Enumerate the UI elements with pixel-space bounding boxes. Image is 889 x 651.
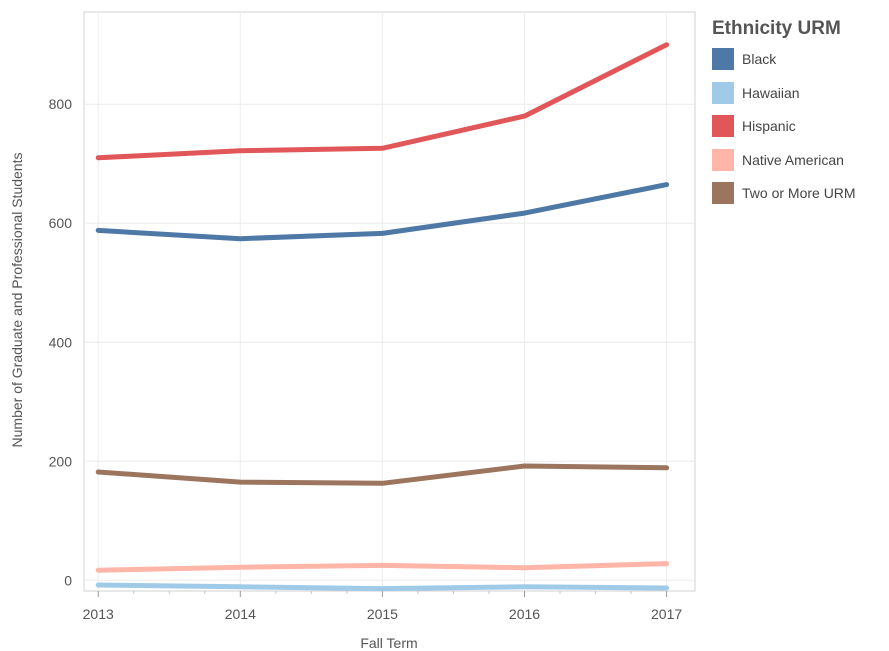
legend-item-two-or-more-urm: Two or More URM xyxy=(712,182,888,204)
y-axis-title: Number of Graduate and Professional Stud… xyxy=(9,153,25,448)
legend-label: Two or More URM xyxy=(742,185,856,201)
y-axis-tick-labels: 0 200 400 600 800 xyxy=(49,96,73,588)
legend-items: Black Hawaiian Hispanic Native American Two … xyxy=(712,48,888,204)
legend-item-hispanic: Hispanic xyxy=(712,115,888,137)
y-tick-label: 600 xyxy=(49,215,73,231)
legend-label: Hawaiian xyxy=(742,84,800,101)
series-line-hispanic xyxy=(95,42,670,161)
x-tick-label: 2016 xyxy=(509,606,540,622)
plot-area xyxy=(83,11,696,592)
legend-label: Black xyxy=(742,51,777,67)
legend-label: Hispanic xyxy=(742,118,796,134)
legend: Ethnicity URM Black Hawaiian Hispanic Nativ… xyxy=(712,18,888,216)
line-chart: 0 200 400 600 800 2013 2014 2015 2016 2017 Fall … xyxy=(9,11,696,651)
x-axis-tick-labels: 2013 2014 2015 2016 2017 xyxy=(83,606,683,622)
x-axis-title: Fall Term xyxy=(360,635,417,651)
legend-item-native-american: Native American xyxy=(712,148,888,171)
series-lines xyxy=(95,42,670,592)
x-tick-label: 2013 xyxy=(83,606,114,622)
x-tick-label: 2017 xyxy=(651,606,682,622)
legend-swatch xyxy=(712,48,734,70)
y-tick-label: 0 xyxy=(64,572,72,588)
gridlines xyxy=(84,12,695,591)
legend-label: Native American xyxy=(742,151,844,168)
legend-title: Ethnicity URM xyxy=(712,18,841,39)
legend-swatch xyxy=(712,182,734,204)
legend-item-black: Black xyxy=(712,48,888,70)
legend-swatch xyxy=(712,115,734,137)
legend-swatch xyxy=(712,148,734,171)
y-tick-label: 400 xyxy=(49,334,73,350)
x-tick-label: 2014 xyxy=(225,606,256,622)
y-tick-label: 200 xyxy=(49,453,73,469)
legend-swatch xyxy=(712,81,734,104)
y-tick-label: 800 xyxy=(49,96,73,112)
series-line-black xyxy=(95,182,670,242)
x-tick-label: 2015 xyxy=(367,606,398,622)
legend-item-hawaiian: Hawaiian xyxy=(712,81,888,104)
series-line-hawaiian xyxy=(95,582,670,592)
series-line-two-or-more-urm xyxy=(95,463,670,486)
series-line-native-american xyxy=(95,561,670,573)
x-axis-ticks xyxy=(97,591,668,597)
